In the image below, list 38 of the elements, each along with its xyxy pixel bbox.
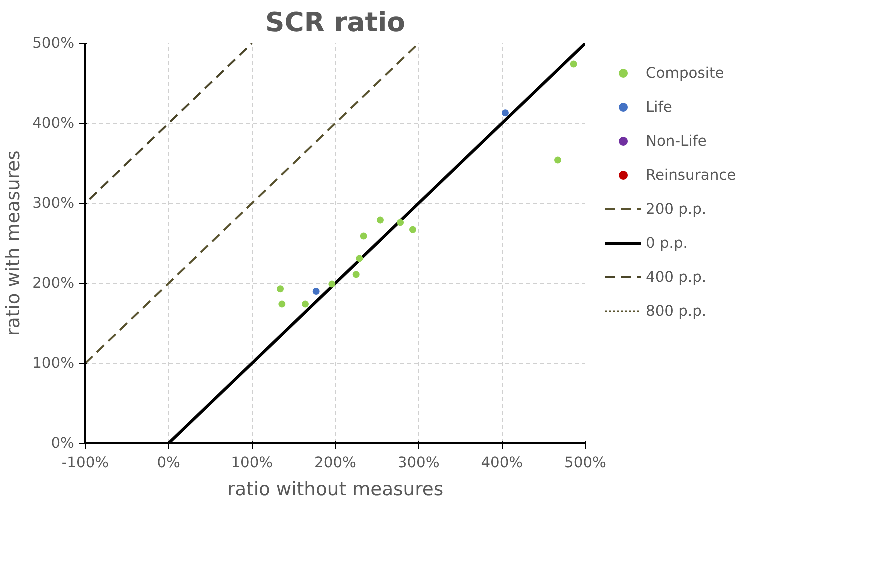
x-tick-label: 100% — [231, 454, 274, 472]
x-tick-label: 300% — [398, 454, 440, 472]
y-tick-label: 300% — [32, 195, 75, 212]
y-tick-label: 500% — [32, 35, 75, 52]
y-tick-label: 0% — [51, 435, 75, 452]
point — [352, 271, 360, 278]
point — [570, 60, 578, 68]
legend-label: 800 p.p. — [646, 302, 707, 320]
legend-label: Reinsurance — [646, 166, 736, 184]
point — [277, 286, 284, 293]
y-tick-label: 200% — [32, 275, 75, 292]
point — [377, 216, 384, 224]
x-tick-label: -100% — [62, 454, 110, 472]
point — [356, 255, 364, 262]
legend-label: Composite — [646, 64, 724, 82]
point — [278, 300, 286, 308]
legend-label: 0 p.p. — [646, 234, 688, 252]
y-axis-title: ratio with measures — [4, 150, 25, 336]
point — [302, 300, 309, 308]
legend-label: Non-Life — [646, 132, 707, 150]
point — [410, 226, 416, 234]
legend-label: 200 p.p. — [646, 200, 707, 218]
legend-label: Life — [646, 98, 672, 116]
x-axis-title: ratio without measures — [227, 480, 444, 500]
legend-label: 400 p.p. — [646, 268, 707, 286]
point — [502, 110, 509, 117]
chart-title: SCR ratio — [266, 8, 406, 38]
x-tick-label: 400% — [481, 454, 524, 472]
point — [554, 156, 562, 164]
point — [328, 280, 336, 288]
x-tick-label: 500% — [564, 454, 607, 472]
x-tick-label: 200% — [314, 454, 357, 472]
x-tick-label: 0% — [157, 454, 181, 472]
point — [360, 232, 368, 240]
y-tick-label: 400% — [32, 115, 75, 132]
y-tick-label: 100% — [32, 355, 75, 372]
point — [312, 288, 320, 295]
point — [397, 219, 404, 226]
